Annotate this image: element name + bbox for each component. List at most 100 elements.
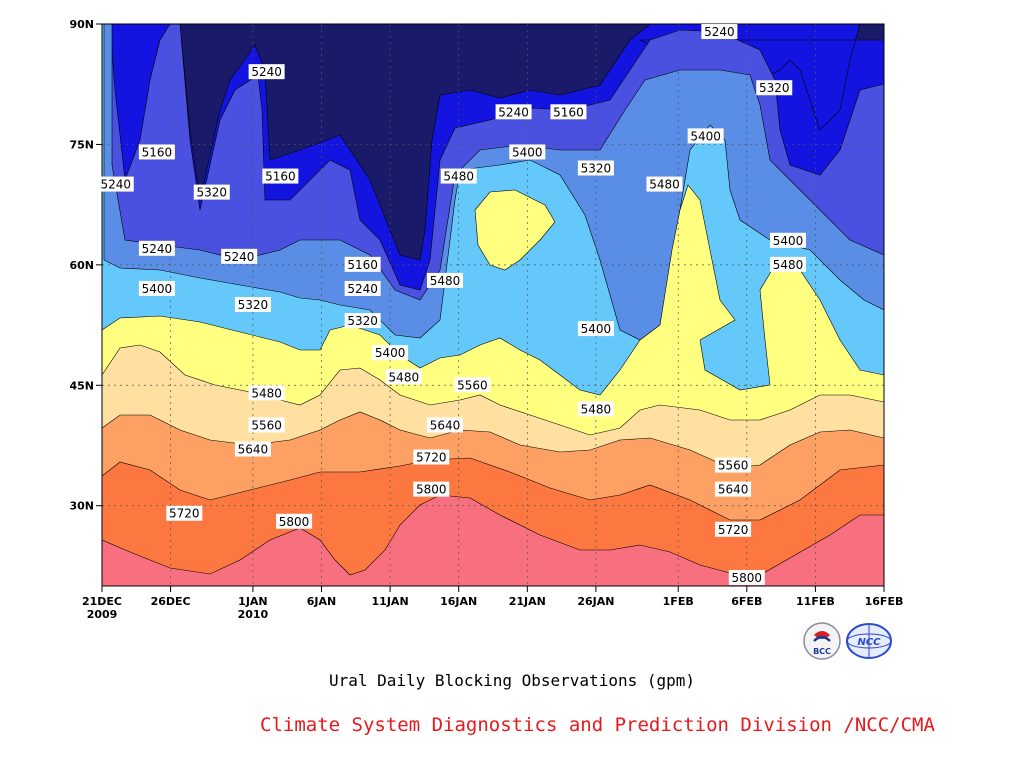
- contour-label: 5160: [553, 105, 584, 119]
- ncc-logo-icon: NCC: [846, 623, 892, 659]
- contour-label-bg: [344, 313, 381, 329]
- band-above-5800: [102, 494, 884, 586]
- contour-label-bg: [728, 569, 765, 585]
- contour-label: 5400: [581, 322, 612, 336]
- x-axis: 21DEC 2009 26DEC 1JAN 2010 6JAN 11JAN 16JAN 21JA…: [82, 586, 903, 621]
- chart-title: Ural Daily Blocking Observations (gpm): [328, 671, 696, 690]
- contour-label-bg: [701, 24, 738, 40]
- contour-label-bg: [248, 64, 285, 80]
- contour-label-bg: [372, 345, 409, 361]
- x-tick-label: 6JAN: [307, 595, 336, 608]
- contour-label: 5320: [581, 162, 612, 176]
- x-tick-label: 6FEB: [731, 595, 762, 608]
- contour-label-bg: [715, 457, 752, 473]
- contour-label: 5320: [196, 186, 227, 200]
- contour-label-bg: [166, 505, 203, 521]
- contour-label: 5800: [279, 515, 310, 529]
- contour-label: 5240: [100, 178, 131, 192]
- contour-label: 5480: [430, 274, 461, 288]
- contour-label-bg: [577, 321, 614, 337]
- contour-label: 5240: [704, 25, 735, 39]
- x-tick-label: 26DEC: [151, 595, 191, 608]
- contour-label: 5400: [512, 145, 543, 159]
- contour-label-bg: [138, 240, 175, 256]
- y-tick-label: 60N: [69, 259, 94, 272]
- contour-label-bg: [248, 385, 285, 401]
- contour-label: 5400: [142, 282, 173, 296]
- contour-label: 5320: [347, 314, 378, 328]
- contour-label: 5640: [238, 443, 269, 457]
- contour-label: 5720: [169, 507, 200, 521]
- contour-label: 5240: [498, 105, 529, 119]
- contour-label-bg: [193, 184, 230, 200]
- y-tick-label: 75N: [69, 138, 94, 151]
- contour-label-bg: [138, 144, 175, 160]
- contour-label: 5560: [457, 378, 488, 392]
- contour-label: 5480: [581, 402, 612, 416]
- contour-label: 5560: [251, 418, 282, 432]
- contour-label-bg: [234, 297, 271, 312]
- x-tick-label: 11FEB: [796, 595, 835, 608]
- x-tick-label: 16FEB: [865, 595, 904, 608]
- contour-label-bg: [385, 369, 422, 385]
- contour-label: 5480: [649, 178, 680, 192]
- contour-label-bg: [769, 256, 806, 272]
- contour-label-bg: [221, 248, 258, 264]
- contour-label-bg: [550, 104, 587, 120]
- contour-label-bg: [495, 104, 532, 120]
- bcc-logo-icon: BCC: [803, 622, 841, 660]
- y-tick-label: 45N: [69, 379, 94, 392]
- contour-label-bg: [276, 513, 313, 529]
- contour-label-bg: [262, 168, 299, 184]
- x-tick-label: 21JAN: [509, 595, 546, 608]
- x-tick-label: 26JAN: [577, 595, 614, 608]
- contour-label-bg: [344, 280, 381, 296]
- contour-label: 5240: [142, 242, 173, 256]
- contour-label: 5640: [430, 418, 461, 432]
- contour-label-bg: [344, 256, 381, 272]
- contour-label: 5160: [347, 258, 378, 272]
- contour-label: 5160: [142, 145, 173, 159]
- contour-label-bg: [413, 449, 450, 465]
- contour-labels: 5240 5240 5320 5240 5160 5160 5400 5400 5160 5320…: [97, 24, 806, 585]
- x-tick-label: 1FEB: [663, 595, 694, 608]
- contour-label: 5480: [389, 370, 420, 384]
- x-tick-label: 1JAN 2010: [238, 595, 269, 621]
- contour-label-bg: [426, 272, 463, 288]
- y-axis: 30N 45N 60N 75N 90N: [69, 18, 102, 513]
- contour-label: 5160: [265, 170, 296, 184]
- svg-text:NCC: NCC: [857, 637, 881, 648]
- footer-credit: Climate System Diagnostics and Predictio…: [260, 714, 935, 736]
- contour-label: 5800: [732, 571, 763, 585]
- y-tick-label: 30N: [69, 500, 94, 513]
- contour-label: 5720: [718, 523, 749, 537]
- contour-label-bg: [248, 417, 285, 433]
- contour-label: 5240: [224, 250, 255, 264]
- contour-label-bg: [577, 401, 614, 417]
- contour-label: 5480: [773, 258, 804, 272]
- island-5480-a: [474, 189, 556, 271]
- contour-label: 5560: [718, 459, 749, 473]
- contour-label: 5480: [251, 386, 282, 400]
- contour-label-bg: [440, 168, 477, 184]
- plot-frame: [101, 23, 885, 587]
- contour-label: 5720: [416, 451, 447, 465]
- contour-label-bg: [234, 441, 271, 457]
- contour-label: 5320: [238, 298, 269, 312]
- contour-label: 5240: [347, 282, 378, 296]
- contour-label-bg: [454, 377, 491, 393]
- contour-label: 5400: [690, 129, 721, 143]
- contour-label: 5640: [718, 483, 749, 497]
- contour-label-bg: [646, 176, 683, 192]
- contour-label: 5320: [759, 81, 790, 95]
- contour-label-bg: [138, 280, 175, 296]
- x-tick-label: 11JAN: [372, 595, 409, 608]
- contour-label-bg: [426, 417, 463, 433]
- contour-label: 5240: [251, 65, 282, 79]
- contour-label-bg: [715, 481, 752, 497]
- contour-label-bg: [769, 232, 806, 248]
- x-tick-label: 16JAN: [440, 595, 477, 608]
- contour-label: 5800: [416, 483, 447, 497]
- grid-lines: [102, 24, 884, 586]
